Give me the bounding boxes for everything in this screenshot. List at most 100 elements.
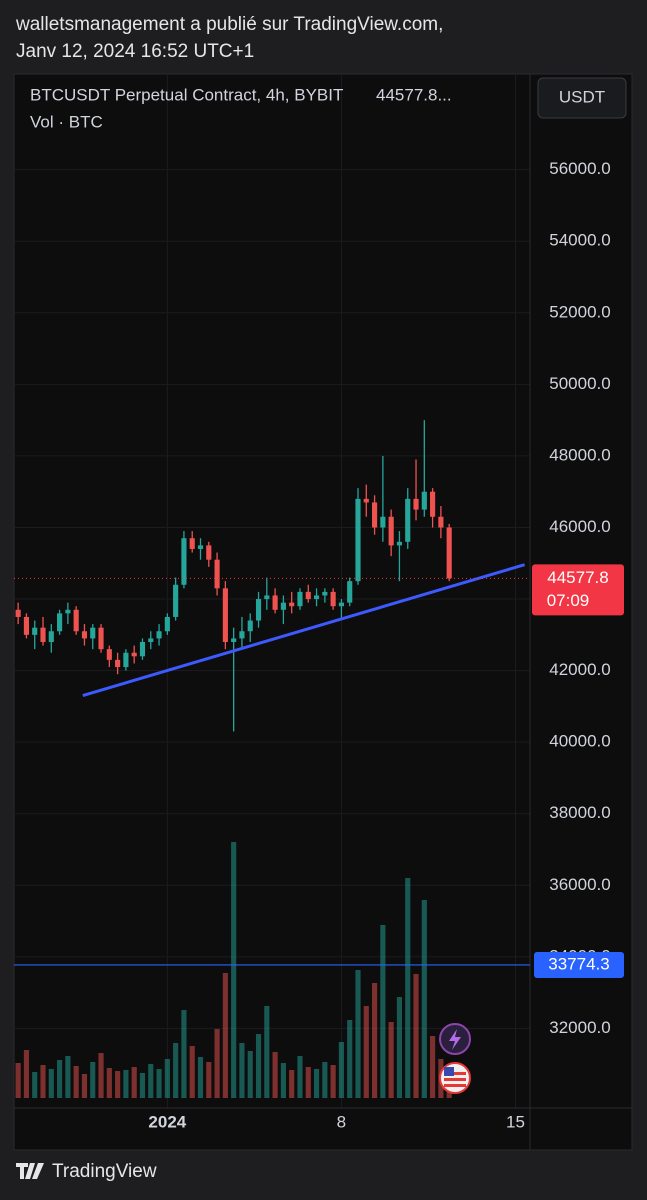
volume-bar — [255, 1034, 262, 1098]
candle-body — [65, 609, 71, 614]
lightning-icon[interactable] — [439, 1023, 471, 1055]
candle-body — [106, 649, 112, 660]
candle-body — [148, 638, 154, 642]
candle-body — [264, 595, 270, 600]
y-tick-label: 54000.0 — [549, 231, 610, 250]
volume-bar — [272, 1052, 278, 1098]
candle-body — [222, 588, 228, 642]
volume-bar — [106, 1068, 112, 1098]
last-price-box — [532, 564, 624, 616]
y-tick-label: 48000.0 — [549, 445, 610, 464]
volume-bar — [347, 1020, 353, 1098]
volume-bar — [388, 1022, 394, 1098]
candle-body — [98, 627, 104, 650]
candle-body — [255, 599, 262, 621]
volume-bar — [206, 1062, 212, 1098]
candle-body — [123, 652, 129, 668]
chart-panel — [13, 73, 633, 1151]
volume-bar — [239, 1043, 245, 1098]
candle-body — [197, 545, 204, 549]
currency-button-label[interactable]: USDT — [559, 87, 605, 106]
volume-bar — [139, 1073, 146, 1098]
volume-bar — [189, 1046, 195, 1098]
candle-body — [413, 498, 419, 510]
volume-bar — [123, 1070, 129, 1098]
candle-body — [173, 584, 179, 617]
currency-button[interactable] — [537, 77, 627, 119]
volume-bar — [65, 1056, 71, 1098]
brand-logo — [16, 1163, 44, 1179]
y-tick-label: 38000.0 — [549, 803, 610, 822]
y-tick-label: 42000.0 — [549, 660, 610, 679]
candle-body — [305, 591, 311, 600]
volume-bar — [222, 973, 228, 1098]
volume-bar — [40, 1065, 46, 1098]
candle-body — [206, 545, 212, 560]
volume-bar — [214, 1029, 220, 1098]
volume-bar — [247, 1051, 253, 1098]
candle-body — [81, 631, 88, 639]
candle-body — [322, 591, 328, 596]
volume-bar — [289, 1070, 295, 1098]
volume-bar — [297, 1056, 303, 1098]
volume-bar — [164, 1059, 170, 1098]
last-price-label: 44577.8 — [547, 568, 608, 587]
volume-bar — [322, 1062, 328, 1098]
volume-bar — [372, 983, 378, 1098]
candle-body — [40, 627, 46, 642]
y-tick-label: 52000.0 — [549, 302, 610, 321]
candle-body — [289, 602, 295, 607]
candle-body — [438, 516, 444, 528]
candle-body — [57, 613, 63, 632]
y-tick-label: 56000.0 — [549, 159, 610, 178]
volume-bar — [355, 970, 361, 1098]
candle-body — [280, 602, 286, 610]
candle-body — [48, 631, 54, 642]
volume-bar — [330, 1065, 336, 1098]
candle-body — [338, 602, 344, 607]
candle-body — [430, 491, 436, 517]
volume-bar — [421, 900, 427, 1098]
candle-body — [247, 620, 253, 632]
volume-bar — [15, 1063, 21, 1098]
candle-body — [388, 516, 394, 546]
symbol: BTCUSDT Perpetual Contract, 4h, BYBIT — [30, 85, 343, 104]
candle-body — [164, 616, 170, 632]
hline-label-box — [534, 951, 624, 978]
candle-body — [405, 498, 411, 542]
candle-body — [313, 595, 320, 600]
volume-bar — [148, 1064, 154, 1098]
candle-body — [32, 627, 38, 635]
candle-body — [214, 559, 220, 589]
candle-body — [189, 538, 195, 549]
candle-body — [396, 541, 403, 546]
volume-bar — [81, 1074, 88, 1098]
volume-label: Vol · BTC — [30, 112, 103, 131]
volume-bar — [380, 925, 386, 1098]
trendline — [82, 563, 526, 698]
candle-body — [330, 591, 336, 607]
volume-bar — [32, 1072, 38, 1098]
brand: TradingView — [52, 1161, 157, 1182]
flag-icon[interactable] — [439, 1062, 471, 1094]
candle-body — [239, 631, 245, 639]
candle-body — [131, 652, 137, 657]
candle-body — [73, 609, 79, 632]
candle-body — [90, 627, 96, 639]
volume-bar — [338, 1042, 344, 1098]
volume-bar — [98, 1053, 104, 1098]
volume-bar — [131, 1067, 137, 1098]
candle-body — [156, 631, 162, 639]
candle-body — [231, 638, 237, 642]
volume-bar — [23, 1050, 30, 1098]
volume-bar — [363, 1006, 369, 1098]
y-tick-label: 32000.0 — [549, 1018, 610, 1037]
candle-body — [272, 595, 278, 610]
volume-bar — [280, 1063, 286, 1098]
candle-body — [372, 502, 378, 528]
candle-body — [297, 591, 303, 607]
volume-bar — [264, 1006, 270, 1098]
candle-body — [347, 581, 353, 603]
volume-bar — [181, 1010, 187, 1098]
